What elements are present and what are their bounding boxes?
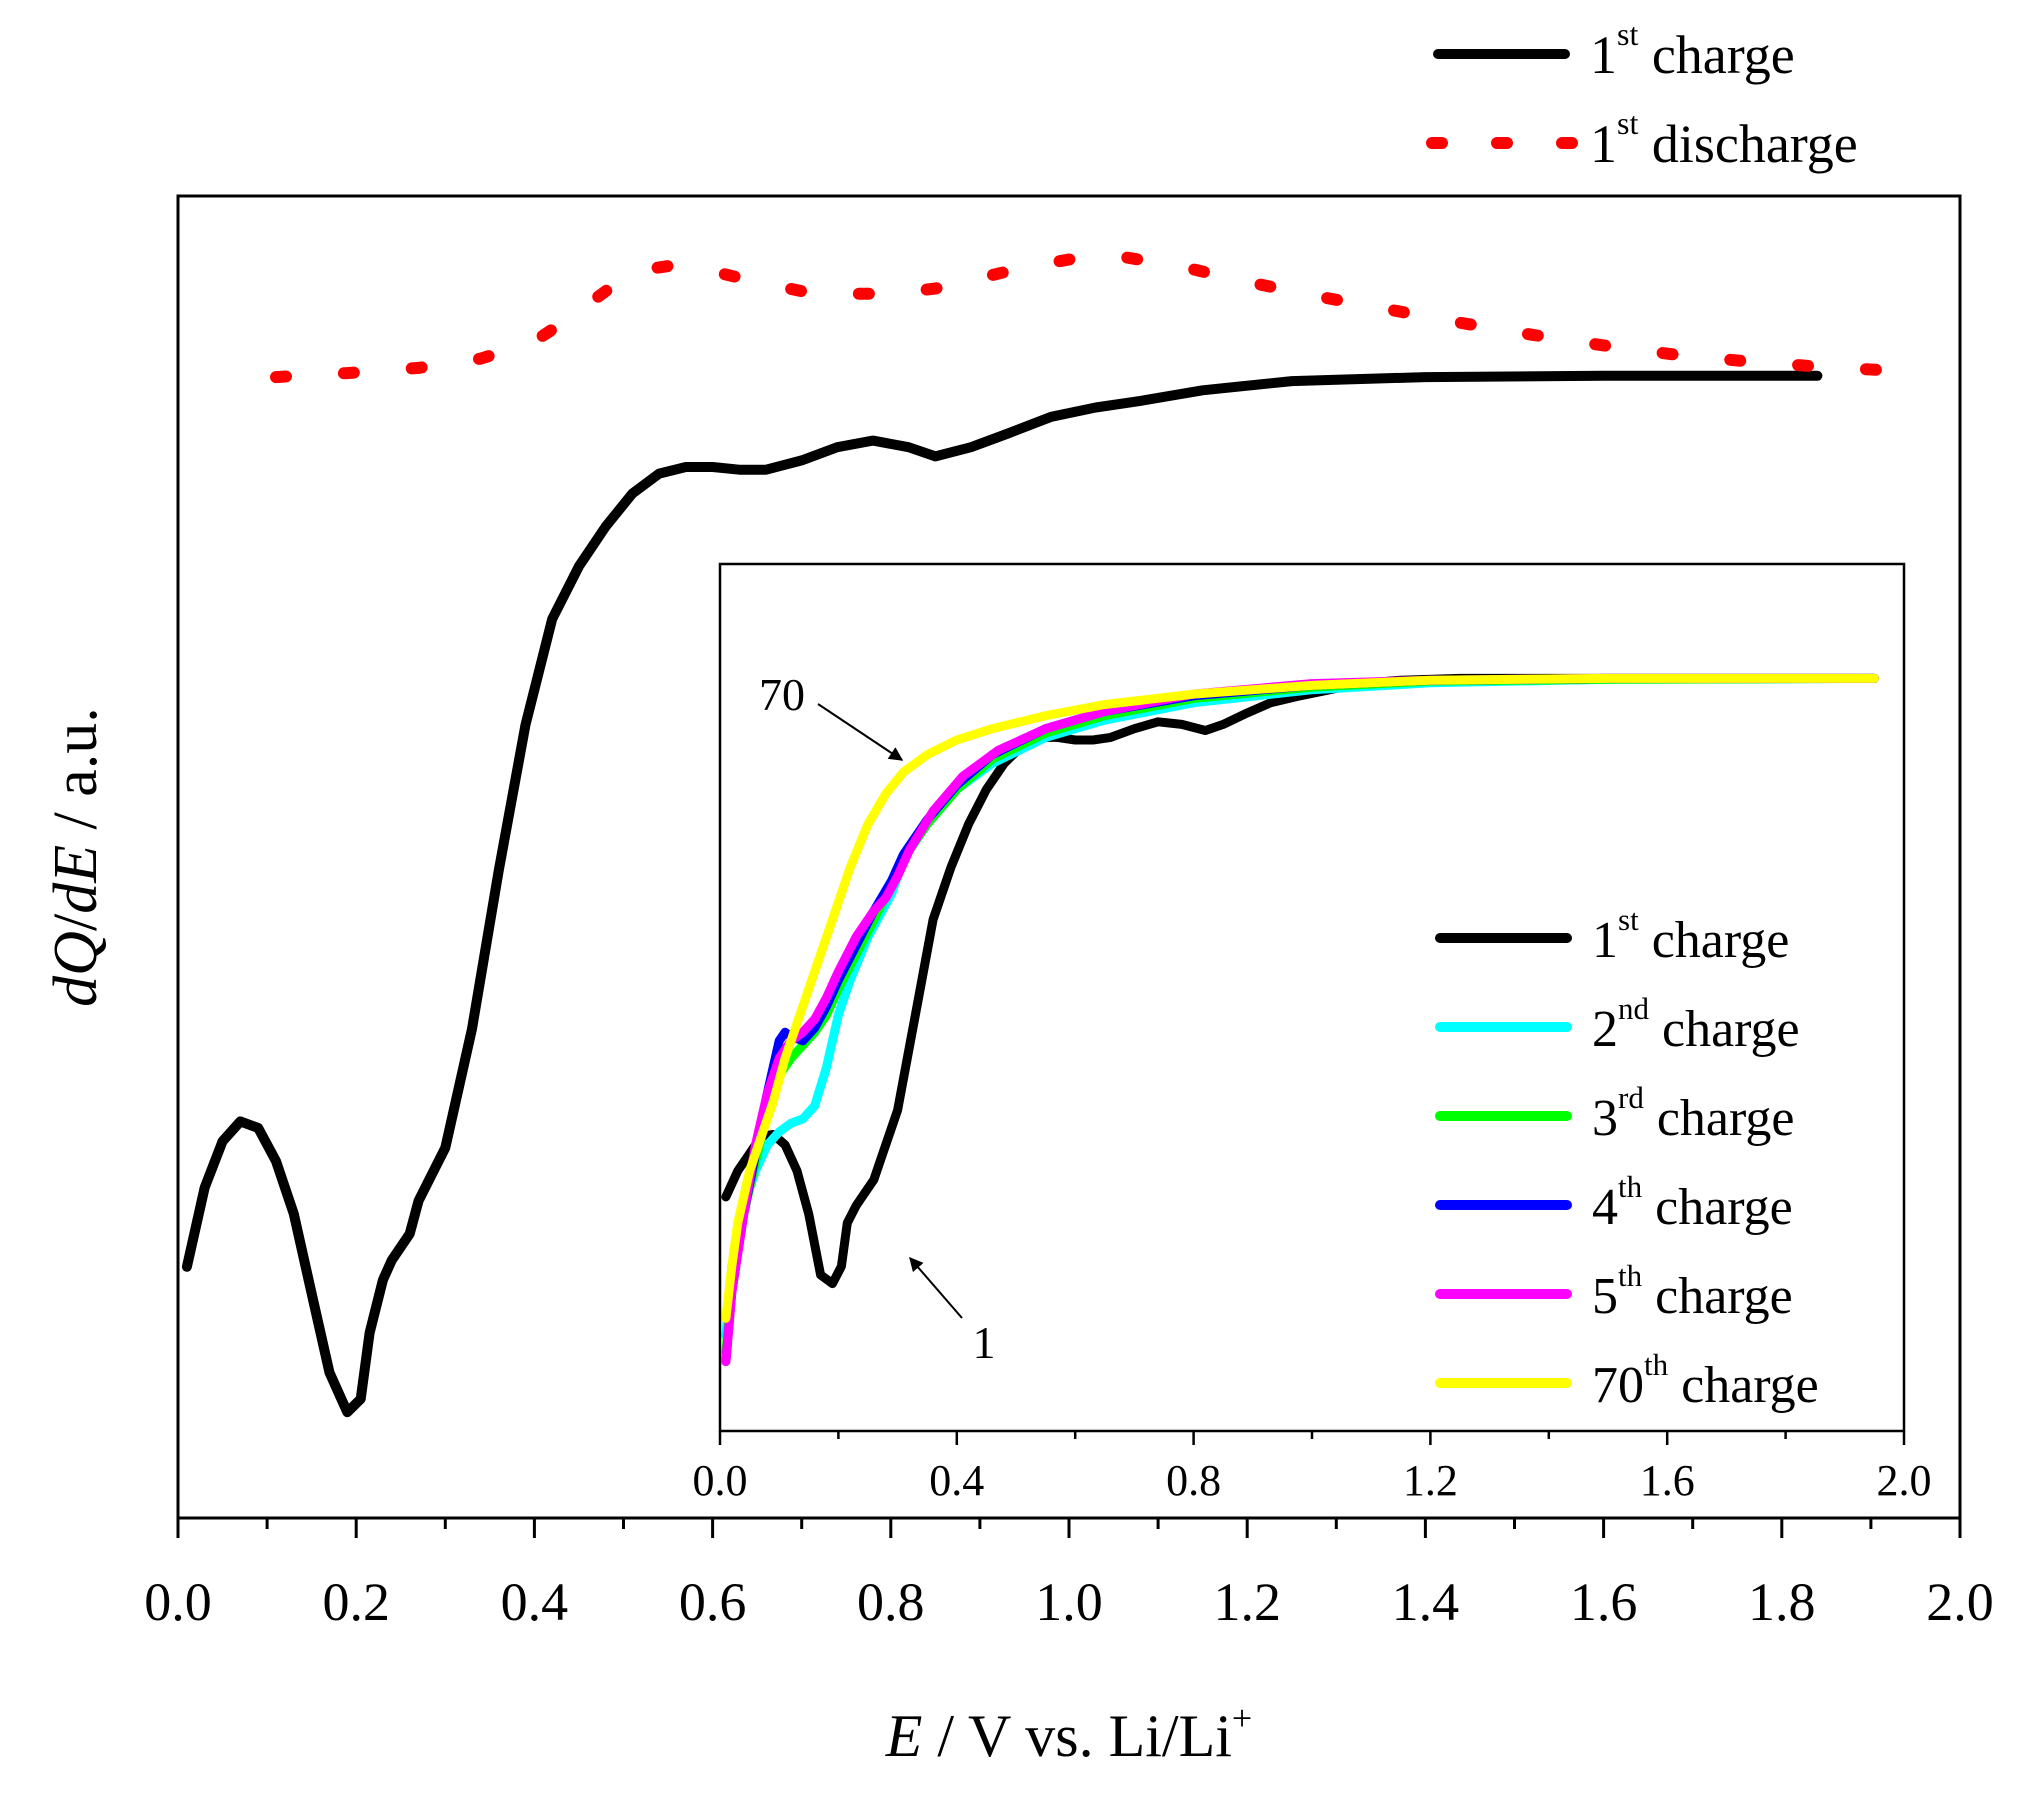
legend-number: 4 <box>1592 1179 1618 1236</box>
inset-legend-label-4: 5th charge <box>1592 1258 1793 1325</box>
inset-x-tick-label: 0.0 <box>693 1456 748 1505</box>
legend-text: charge <box>1638 25 1794 85</box>
main-x-axis-label: E / V vs. Li/Li+ <box>885 1698 1252 1769</box>
x-label-unit: / V vs. Li/Li <box>922 1703 1232 1769</box>
legend-number: 1 <box>1592 912 1618 969</box>
inset-legend-label-2: 3rd charge <box>1592 1080 1794 1147</box>
main-x-tick-label: 0.4 <box>501 1572 569 1632</box>
inset-x-tick-label: 1.2 <box>1403 1456 1458 1505</box>
legend-text: charge <box>1644 1090 1795 1147</box>
inset-x-tick-label: 0.4 <box>929 1456 984 1505</box>
legend-superscript: th <box>1618 1258 1643 1293</box>
inset-legend-label-3: 4th charge <box>1592 1169 1793 1236</box>
inset-annotation-arrow <box>817 703 904 761</box>
inset-annotation-arrow <box>909 1256 963 1319</box>
legend-number: 5 <box>1592 1268 1618 1325</box>
main-x-tick-label: 0.6 <box>679 1572 747 1632</box>
legend-text: charge <box>1642 1179 1793 1236</box>
inset-annotation-label: 1 <box>973 1317 996 1368</box>
inset-legend-label-0: 1st charge <box>1592 902 1789 969</box>
main-x-tick-label: 1.2 <box>1213 1572 1281 1632</box>
legend-number: 3 <box>1592 1090 1618 1147</box>
main-x-tick-label: 1.0 <box>1035 1572 1103 1632</box>
inset-legend-label-1: 2nd charge <box>1592 991 1800 1058</box>
inset-annotation-label: 70 <box>759 669 805 720</box>
legend-text: charge <box>1668 1357 1819 1414</box>
legend-text: charge <box>1649 1001 1800 1058</box>
inset-legend-label-5: 70th charge <box>1592 1347 1819 1414</box>
legend-superscript: th <box>1618 1169 1643 1204</box>
x-label-symbol: E <box>885 1703 923 1769</box>
legend-number: 1 <box>1590 114 1617 174</box>
main-legend-label-0: 1st charge <box>1590 16 1795 85</box>
main-x-tick-label: 0.0 <box>144 1572 212 1632</box>
legend-number: 70 <box>1592 1357 1644 1414</box>
y-label-part: dE <box>42 845 110 914</box>
y-label-part: / a.u. <box>42 707 110 845</box>
main-x-tick-label: 1.4 <box>1392 1572 1460 1632</box>
inset-x-tick-label: 0.8 <box>1166 1456 1221 1505</box>
legend-superscript: rd <box>1618 1080 1644 1115</box>
inset-x-tick-label: 2.0 <box>1877 1456 1932 1505</box>
legend-superscript: st <box>1617 16 1638 52</box>
legend-number: 2 <box>1592 1001 1618 1058</box>
inset-series-line-5 <box>721 673 1879 1323</box>
inset-x-tick-label: 1.6 <box>1640 1456 1695 1505</box>
legend-text: discharge <box>1638 114 1857 174</box>
x-label-superscript: + <box>1232 1698 1252 1738</box>
legend-superscript: st <box>1618 902 1639 937</box>
main-x-tick-label: 0.8 <box>857 1572 925 1632</box>
legend-text: charge <box>1642 1268 1793 1325</box>
legend-text: charge <box>1639 912 1790 969</box>
main-x-tick-label: 1.8 <box>1748 1572 1816 1632</box>
legend-number: 1 <box>1590 25 1617 85</box>
main-legend-label-1: 1st discharge <box>1590 105 1858 174</box>
main-series-line-1 <box>270 250 1895 384</box>
y-label-part: / <box>42 913 110 931</box>
main-series-line-0 <box>181 370 1823 1418</box>
main-x-tick-label: 0.2 <box>322 1572 390 1632</box>
inset-series-line-0 <box>721 673 1879 1289</box>
legend-superscript: th <box>1644 1347 1669 1382</box>
main-x-tick-label: 1.6 <box>1570 1572 1638 1632</box>
main-y-axis-label: dQ/dE / a.u. <box>42 707 110 1007</box>
legend-superscript: st <box>1617 105 1638 141</box>
y-label-part: dQ <box>42 931 110 1007</box>
main-x-tick-label: 2.0 <box>1926 1572 1994 1632</box>
legend-superscript: nd <box>1618 991 1650 1026</box>
